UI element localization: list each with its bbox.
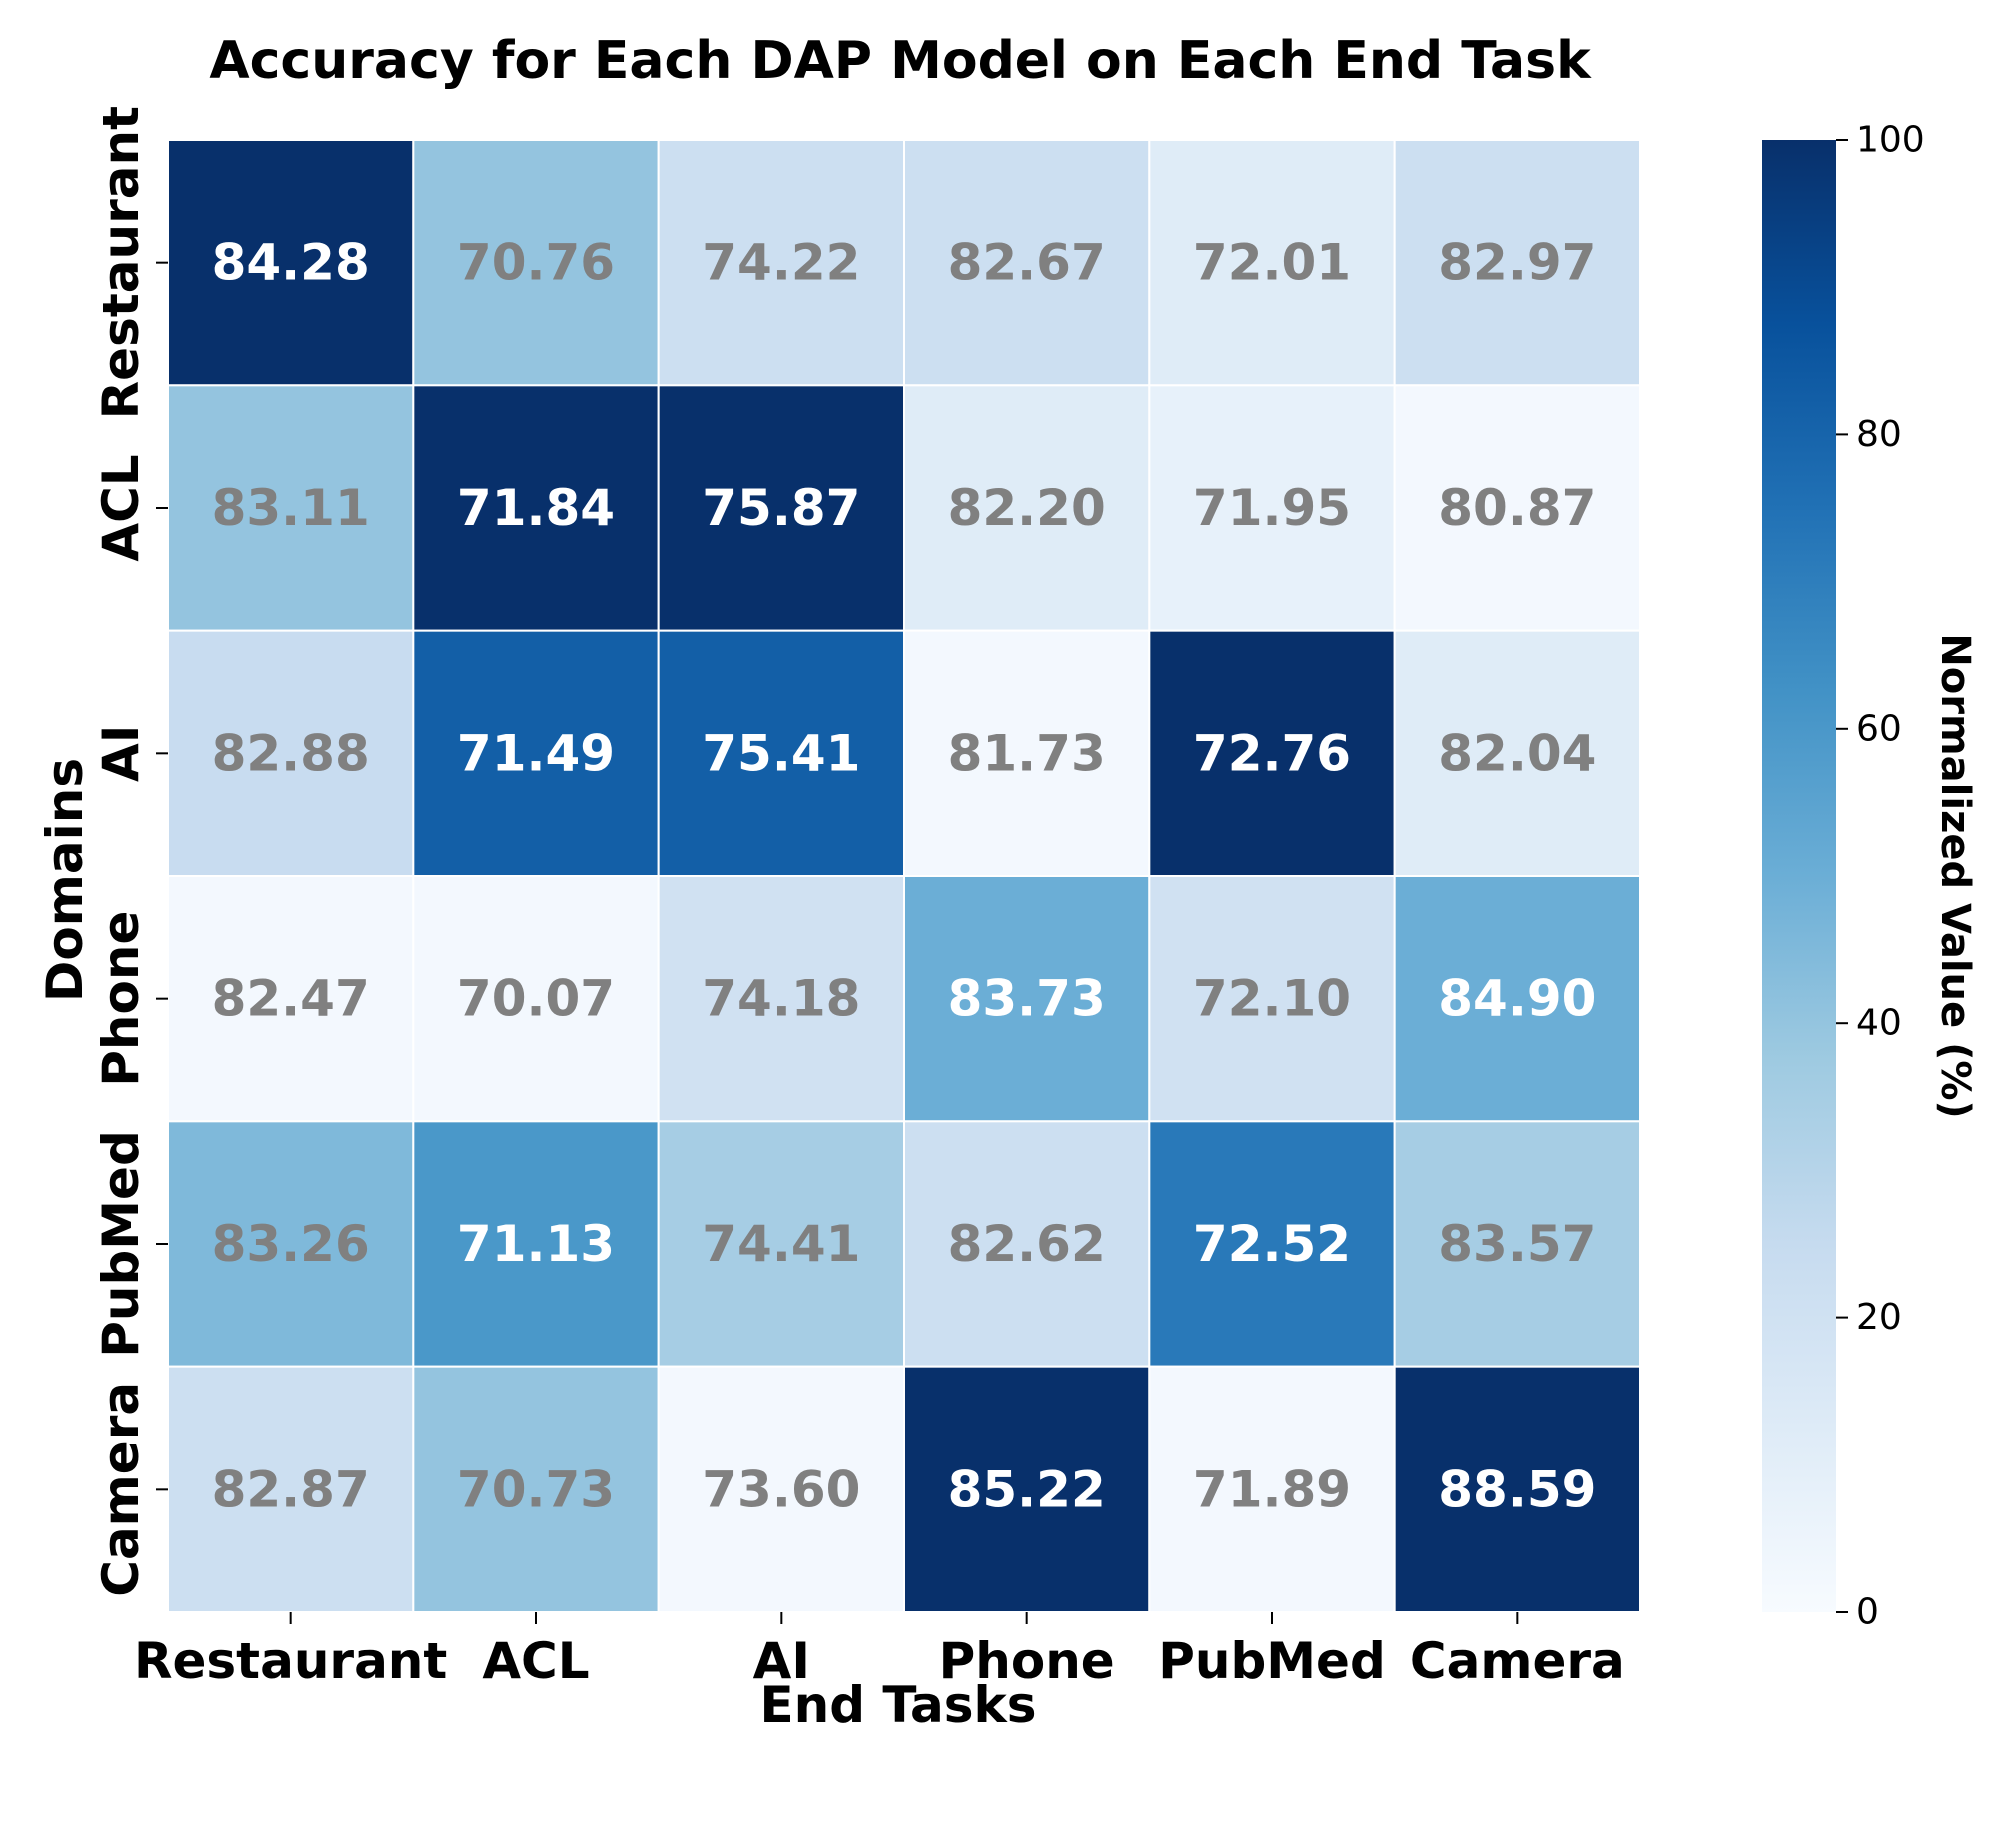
cell-annotations: 84.28 70.76 74.22 82.67 72.01 82.97 83.11 71.84… — [212, 234, 1597, 1519]
cell-value-label: 70.76 — [457, 234, 615, 292]
y-axis-ticks: Restaurant ACL AI Phone PubMed Camera — [92, 106, 168, 1597]
heatmap-cell — [1148, 1120, 1396, 1368]
y-tick-label: AI — [92, 725, 150, 782]
cell-value-label: 74.18 — [702, 970, 860, 1028]
heatmap-cell — [657, 875, 906, 1123]
cell-value-label: 83.11 — [212, 479, 370, 537]
heatmap-cell — [167, 139, 415, 387]
colorbar-tick-label: 0 — [1856, 1592, 1879, 1633]
cell-value-label: 82.62 — [948, 1215, 1106, 1273]
y-tick-label: Camera — [92, 1382, 150, 1597]
heatmap-cell — [412, 139, 660, 387]
cell-value-label: 71.89 — [1193, 1460, 1351, 1518]
heatmap-cell — [412, 384, 660, 632]
cell-value-label: 72.76 — [1193, 724, 1351, 782]
colorbar-tick-label: 100 — [1856, 120, 1925, 161]
cell-value-label: 70.73 — [457, 1460, 615, 1518]
cell-value-label: 85.22 — [948, 1460, 1106, 1518]
y-tick-label: Phone — [92, 911, 150, 1087]
cell-value-label: 81.73 — [948, 724, 1106, 782]
cell-value-label: 83.26 — [212, 1215, 370, 1273]
x-tick-label: Phone — [939, 1632, 1115, 1690]
colorbar-label: Normalized Value (%) — [1932, 633, 1978, 1118]
heatmap-cell — [1148, 629, 1396, 878]
cell-value-label: 83.73 — [948, 970, 1106, 1028]
x-tick-label: AI — [753, 1632, 810, 1690]
heatmap-cell — [1148, 139, 1396, 387]
chart-title: Accuracy for Each DAP Model on Each End … — [209, 31, 1592, 91]
heatmap-cell — [1393, 1365, 1641, 1613]
colorbar-ticks: 0 20 40 60 80 100 — [1836, 120, 1925, 1633]
cell-value-label: 71.95 — [1193, 479, 1351, 537]
x-tick-label: PubMed — [1158, 1632, 1386, 1690]
cell-value-label: 83.57 — [1438, 1215, 1596, 1273]
x-tick-label: Camera — [1410, 1632, 1625, 1690]
cell-value-label: 82.04 — [1438, 724, 1596, 782]
heatmap-cell — [903, 139, 1151, 387]
cell-value-label: 70.07 — [457, 970, 615, 1028]
y-axis-label: Domains — [36, 758, 94, 1002]
cell-value-label: 74.41 — [702, 1215, 860, 1273]
heatmap-cell — [657, 1120, 906, 1368]
cell-value-label: 72.52 — [1193, 1215, 1351, 1273]
x-tick-label: Restaurant — [134, 1632, 447, 1690]
heatmap-cell — [167, 1120, 415, 1368]
heatmap-cell — [903, 629, 1151, 878]
heatmap-cells — [167, 139, 1641, 1613]
heatmap-cell — [1148, 875, 1396, 1123]
heatmap-cell — [412, 629, 660, 878]
colorbar — [1762, 140, 1836, 1612]
colorbar-tick-label: 40 — [1856, 1003, 1902, 1044]
heatmap-cell — [657, 629, 906, 878]
cell-value-label: 75.87 — [702, 479, 860, 537]
cell-value-label: 82.97 — [1438, 234, 1596, 292]
heatmap-cell — [657, 139, 906, 387]
colorbar-tick-label: 80 — [1856, 414, 1902, 455]
heatmap-cell — [1393, 875, 1641, 1123]
heatmap-cell — [903, 1120, 1151, 1368]
x-tick-label: ACL — [482, 1632, 589, 1690]
heatmap-cell — [903, 384, 1151, 632]
heatmap-cell — [903, 875, 1151, 1123]
y-tick-label: PubMed — [92, 1130, 150, 1358]
cell-value-label: 75.41 — [702, 724, 860, 782]
cell-value-label: 71.84 — [457, 479, 615, 537]
x-axis-label: End Tasks — [759, 1676, 1036, 1734]
cell-value-label: 82.47 — [212, 970, 370, 1028]
x-axis-ticks: Restaurant ACL AI Phone PubMed Camera — [134, 1612, 1625, 1690]
heatmap-cell — [412, 875, 660, 1123]
cell-value-label: 72.01 — [1193, 234, 1351, 292]
cell-value-label: 71.49 — [457, 724, 615, 782]
y-tick-label: ACL — [92, 454, 150, 561]
heatmap-cell — [1148, 1365, 1396, 1613]
heatmap-cell — [1393, 1120, 1641, 1368]
cell-value-label: 82.67 — [948, 234, 1106, 292]
cell-value-label: 82.88 — [212, 724, 370, 782]
cell-value-label: 74.22 — [702, 234, 860, 292]
colorbar-tick-label: 60 — [1856, 708, 1902, 749]
cell-value-label: 84.28 — [212, 234, 370, 292]
cell-value-label: 72.10 — [1193, 970, 1351, 1028]
heatmap-cell — [167, 629, 415, 878]
cell-value-label: 82.20 — [948, 479, 1106, 537]
heatmap-cell — [1393, 139, 1641, 387]
cell-value-label: 73.60 — [702, 1460, 860, 1518]
cell-value-label: 80.87 — [1438, 479, 1596, 537]
heatmap-cell — [167, 1365, 415, 1613]
heatmap-cell — [1393, 629, 1641, 878]
heatmap-cell — [167, 875, 415, 1123]
heatmap-cell — [1393, 384, 1641, 632]
y-tick-label: Restaurant — [92, 106, 150, 419]
cell-value-label: 71.13 — [457, 1215, 615, 1273]
cell-value-label: 82.87 — [212, 1460, 370, 1518]
cell-value-label: 84.90 — [1438, 970, 1596, 1028]
cell-value-label: 88.59 — [1438, 1460, 1596, 1518]
colorbar-tick-label: 20 — [1856, 1297, 1902, 1338]
